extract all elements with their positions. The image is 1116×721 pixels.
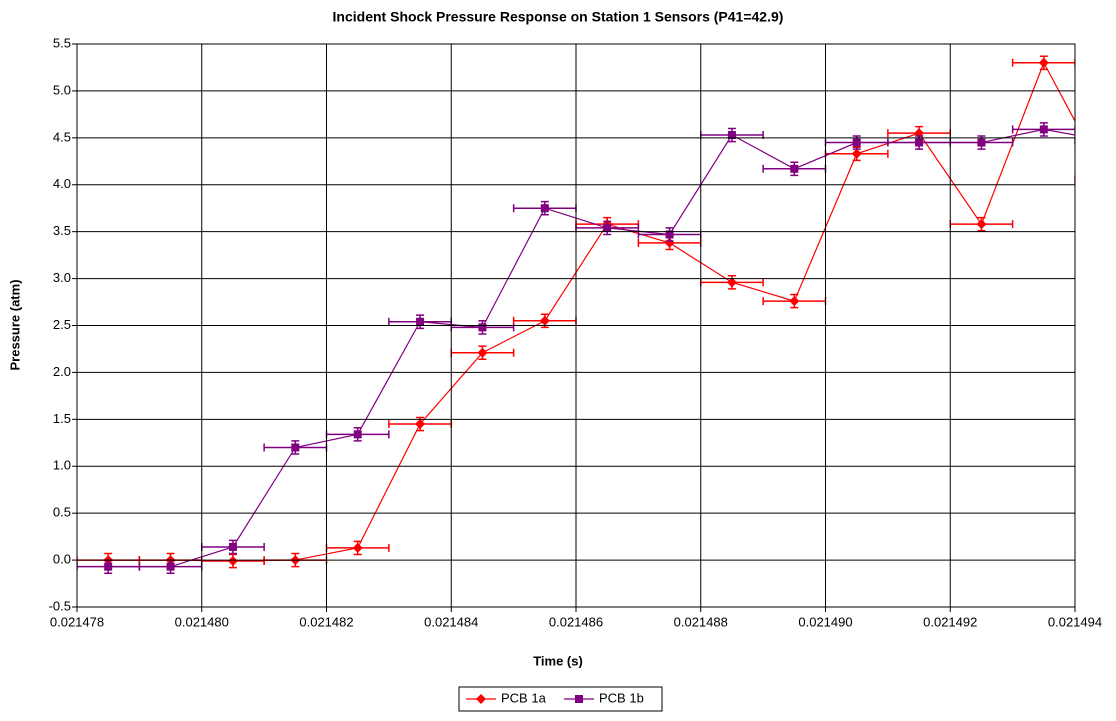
y-tick-label: 3.5 <box>53 223 71 238</box>
marker <box>789 296 800 307</box>
y-tick-label: 1.5 <box>53 411 71 426</box>
y-tick-label: 4.5 <box>53 129 71 144</box>
chart-title: Incident Shock Pressure Response on Stat… <box>333 9 784 25</box>
marker <box>1102 137 1110 145</box>
marker <box>851 148 862 159</box>
marker <box>603 223 612 232</box>
marker <box>976 219 987 230</box>
marker <box>726 277 737 288</box>
y-axis-title: Pressure (atm) <box>7 279 22 370</box>
x-tick-label: 0.021478 <box>50 614 104 629</box>
y-tick-label: 5.0 <box>53 82 71 97</box>
y-tick-label: 2.5 <box>53 317 71 332</box>
y-tick-label: 4.0 <box>53 176 71 191</box>
marker <box>790 164 799 173</box>
marker <box>915 138 924 147</box>
marker <box>539 315 550 326</box>
x-tick-label: 0.021484 <box>424 614 478 629</box>
x-tick-label: 0.021488 <box>674 614 728 629</box>
y-tick-label: 5.5 <box>53 35 71 50</box>
marker <box>104 562 113 571</box>
legend-label: PCB 1b <box>599 690 644 705</box>
marker <box>477 347 488 358</box>
y-tick-label: -0.5 <box>49 598 71 613</box>
x-tick-label: 0.021490 <box>798 614 852 629</box>
marker <box>352 542 363 553</box>
marker <box>1101 174 1111 184</box>
marker <box>540 204 549 213</box>
x-error-bar <box>1074 175 1075 184</box>
series-line <box>108 128 1075 568</box>
marker <box>416 317 425 326</box>
legend-label: PCB 1a <box>501 690 547 705</box>
marker <box>353 430 362 439</box>
y-error-bar <box>1102 173 1110 186</box>
marker <box>852 138 861 147</box>
x-tick-label: 0.021480 <box>175 614 229 629</box>
marker <box>665 230 674 239</box>
x-tick-label: 0.021486 <box>549 614 603 629</box>
y-tick-label: 1.0 <box>53 458 71 473</box>
marker <box>478 323 487 332</box>
x-axis-title: Time (s) <box>533 653 583 668</box>
marker <box>727 131 736 140</box>
x-error-bar <box>1074 136 1075 145</box>
marker <box>291 443 300 452</box>
marker <box>227 556 238 567</box>
marker <box>228 542 237 551</box>
marker <box>575 695 583 703</box>
y-tick-label: 0.0 <box>53 552 71 567</box>
x-tick-label: 0.021482 <box>299 614 353 629</box>
y-tick-label: 2.0 <box>53 364 71 379</box>
marker <box>415 419 426 430</box>
x-tick-label: 0.021494 <box>1048 614 1102 629</box>
plot-data <box>77 55 1111 574</box>
y-tick-label: 0.5 <box>53 505 71 520</box>
marker <box>1038 57 1049 68</box>
marker <box>166 562 175 571</box>
marker <box>476 694 486 704</box>
marker <box>977 138 986 147</box>
y-tick-label: 3.0 <box>53 270 71 285</box>
marker <box>1039 125 1048 134</box>
y-error-bar <box>1102 134 1110 147</box>
x-tick-label: 0.021492 <box>923 614 977 629</box>
